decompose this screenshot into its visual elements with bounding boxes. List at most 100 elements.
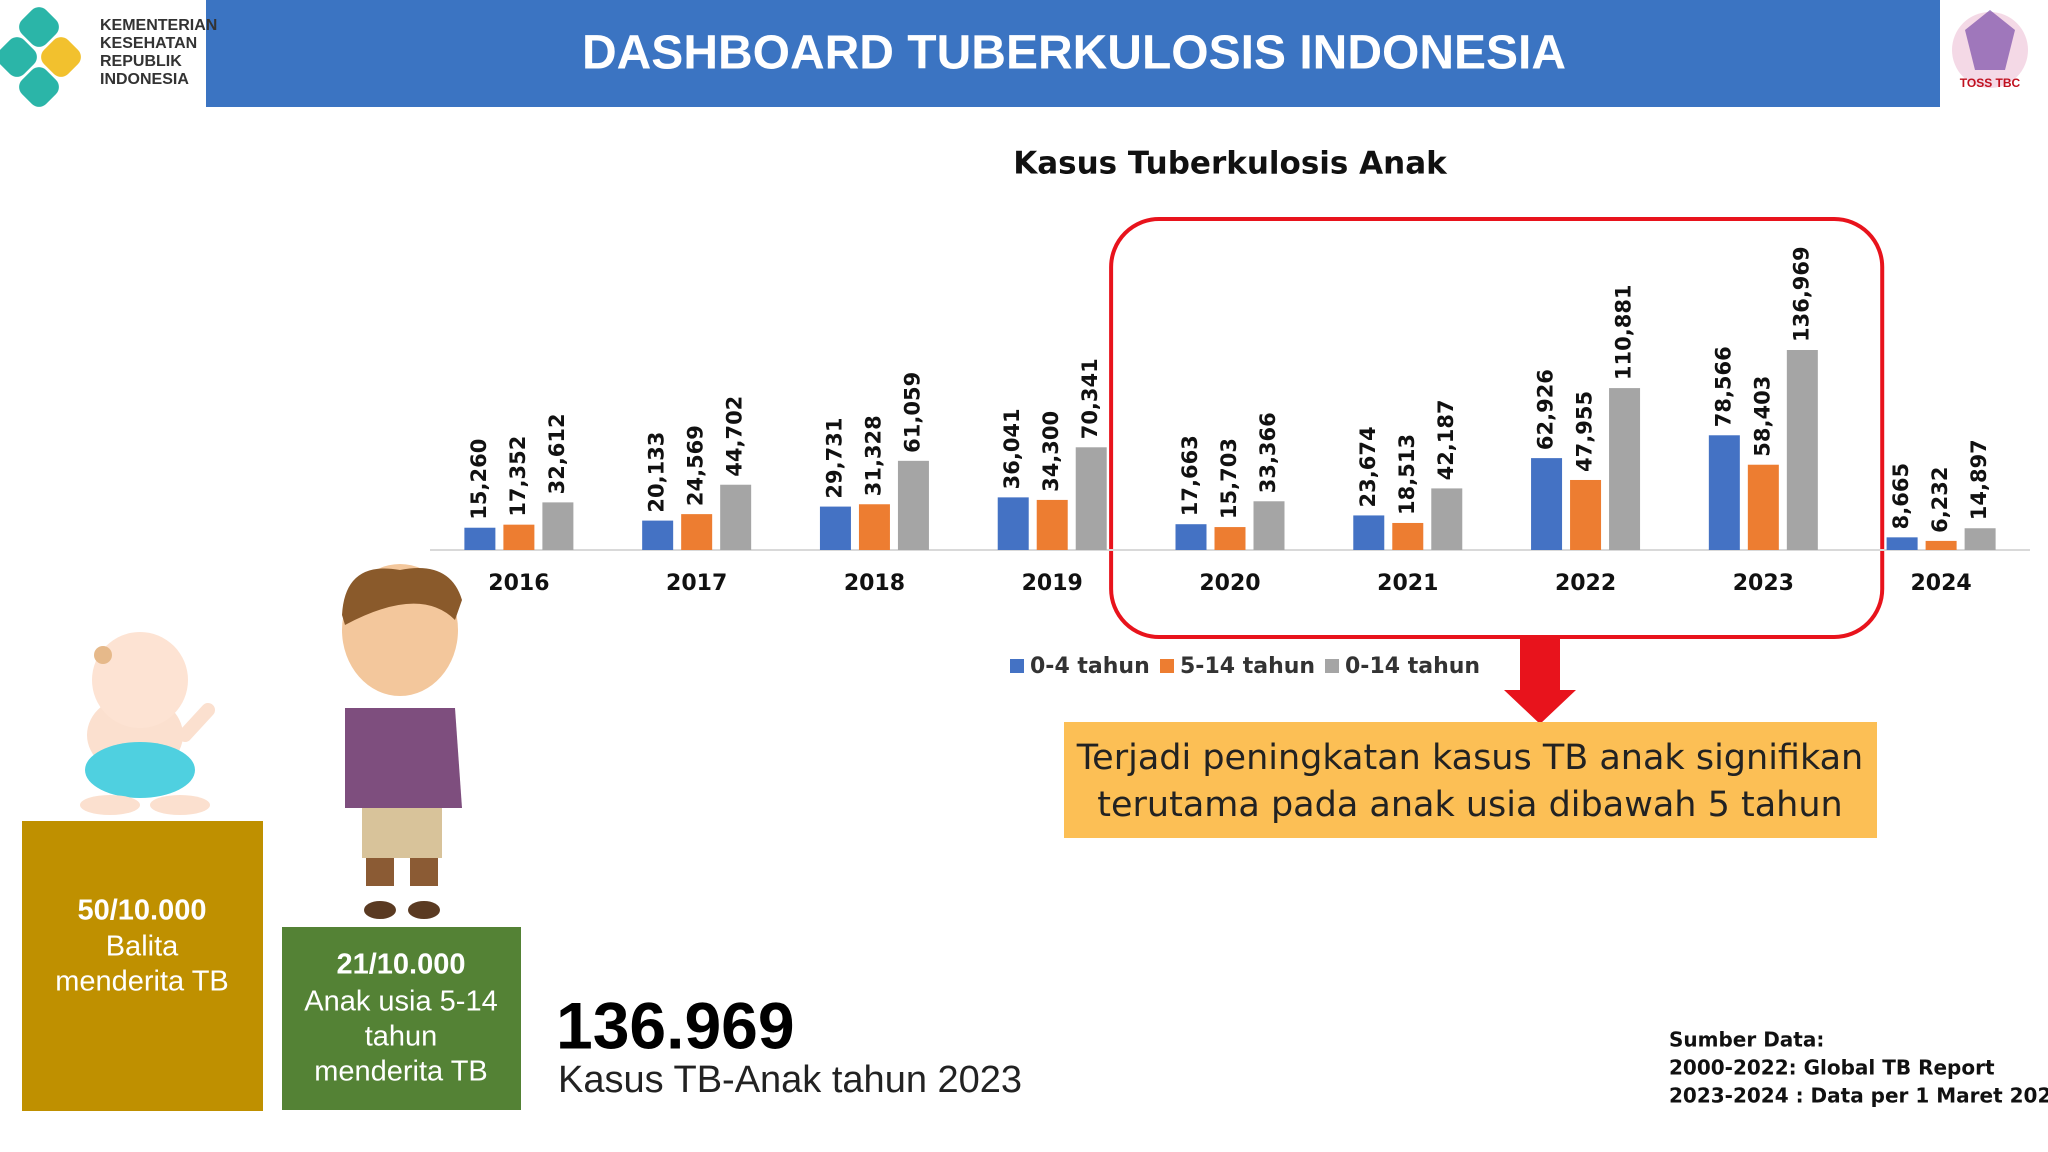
- value-label: 58,403: [1750, 376, 1774, 457]
- x-tick-label: 2020: [1199, 571, 1260, 596]
- bar: [1353, 515, 1385, 550]
- value-label: 136,969: [1789, 246, 1813, 342]
- legend-swatch: [1160, 659, 1174, 673]
- bar: [1431, 488, 1463, 550]
- baby-arm: [178, 703, 215, 742]
- annotation-box: [1064, 722, 1877, 838]
- x-tick-label: 2016: [488, 571, 549, 596]
- bar: [681, 514, 713, 550]
- badge: TOSS TBC: [1952, 10, 2028, 90]
- arrow: [1504, 637, 1576, 724]
- value-label: 62,926: [1534, 369, 1558, 450]
- value-label: 15,703: [1217, 438, 1241, 519]
- logo-text: KESEHATAN: [100, 35, 197, 52]
- boy-shoe: [364, 901, 396, 919]
- value-label: 47,955: [1573, 391, 1597, 472]
- bar: [1392, 522, 1424, 550]
- bar: [1886, 537, 1918, 550]
- value-label: 15,260: [467, 439, 491, 520]
- bar: [720, 484, 752, 550]
- value-label: 6,232: [1928, 466, 1952, 532]
- legend-label: 5-14 tahun: [1180, 654, 1315, 679]
- source-line: 2023-2024 : Data per 1 Maret 2024: [1669, 1084, 2048, 1108]
- value-label: 23,674: [1356, 426, 1380, 507]
- bar: [1075, 447, 1107, 550]
- stat-label: Balita: [106, 931, 179, 963]
- value-label: 31,328: [861, 415, 885, 496]
- boy-shorts: [362, 808, 442, 858]
- source-line: 2000-2022: Global TB Report: [1669, 1056, 1995, 1080]
- boy-shirt: [345, 708, 462, 808]
- logo-text: KEMENTERIAN: [100, 17, 217, 34]
- bar: [1036, 499, 1068, 550]
- value-label: 70,341: [1078, 358, 1102, 439]
- x-tick-label: 2018: [844, 571, 905, 596]
- badge-text: TOSS TBC: [1960, 76, 2021, 90]
- total-label: Kasus TB-Anak tahun 2023: [558, 1059, 1022, 1101]
- bar: [1747, 464, 1779, 550]
- stat-label: menderita TB: [314, 1056, 488, 1088]
- baby-illustration: [80, 632, 215, 815]
- bar: [1531, 458, 1563, 550]
- bar: [1786, 350, 1818, 550]
- chart-title: Kasus Tuberkulosis Anak: [1013, 146, 1448, 182]
- total-value: 136.969: [556, 988, 795, 1062]
- value-label: 29,731: [822, 418, 846, 499]
- stat-label: Anak usia 5-14: [304, 986, 497, 1018]
- legend-swatch: [1010, 659, 1024, 673]
- value-label: 42,187: [1434, 399, 1458, 480]
- boy-shoe: [408, 901, 440, 919]
- bar: [542, 502, 574, 550]
- legend-swatch: [1325, 659, 1339, 673]
- annotation-text: Terjadi peningkatan kasus TB anak signif…: [1076, 738, 1864, 778]
- legend-label: 0-4 tahun: [1030, 654, 1150, 679]
- bar: [464, 527, 496, 550]
- value-label: 8,665: [1889, 463, 1913, 529]
- bar: [1925, 540, 1957, 550]
- value-label: 78,566: [1711, 346, 1735, 427]
- value-label: 110,881: [1612, 284, 1636, 380]
- logo-text: INDONESIA: [100, 71, 189, 88]
- header-title: DASHBOARD TUBERKULOSIS INDONESIA: [582, 27, 1566, 80]
- legend-label: 0-14 tahun: [1345, 654, 1480, 679]
- header-band: [206, 0, 1940, 107]
- highlight-box: [1109, 217, 1885, 639]
- value-label: 34,300: [1039, 411, 1063, 492]
- value-label: 17,663: [1178, 435, 1202, 516]
- boy-sock: [410, 858, 438, 886]
- logo-shape: [0, 37, 37, 77]
- x-tick-label: 2019: [1022, 571, 1083, 596]
- bar: [997, 497, 1029, 550]
- bar: [503, 524, 535, 550]
- bar: [642, 520, 674, 550]
- boy-illustration: [342, 564, 462, 919]
- value-label: 24,569: [684, 425, 708, 506]
- stat-box: [22, 821, 263, 1111]
- bar: [858, 504, 890, 550]
- value-label: 14,897: [1967, 439, 1991, 520]
- badge-hand: [1965, 10, 2015, 70]
- stat-label: tahun: [365, 1021, 438, 1053]
- bar: [897, 460, 929, 550]
- source-title: Sumber Data:: [1669, 1028, 1824, 1052]
- x-tick-label: 2017: [666, 571, 727, 596]
- x-tick-label: 2024: [1910, 571, 1971, 596]
- bar: [819, 506, 851, 550]
- annotation-text: terutama pada anak usia dibawah 5 tahun: [1097, 785, 1842, 825]
- logo-shape: [41, 37, 81, 77]
- bar: [1570, 479, 1602, 550]
- bar: [1214, 527, 1246, 550]
- baby-leg: [150, 795, 210, 815]
- value-label: 33,366: [1256, 412, 1280, 493]
- bar: [1175, 524, 1207, 550]
- baby-hair: [94, 646, 112, 664]
- value-label: 20,133: [645, 432, 669, 513]
- boy-hair: [342, 568, 462, 625]
- logo: KEMENTERIAN KESEHATAN REPUBLIK INDONESIA: [0, 7, 217, 107]
- x-tick-label: 2021: [1377, 571, 1438, 596]
- value-label: 36,041: [1000, 408, 1024, 489]
- bar: [1253, 501, 1285, 550]
- value-label: 32,612: [545, 413, 569, 494]
